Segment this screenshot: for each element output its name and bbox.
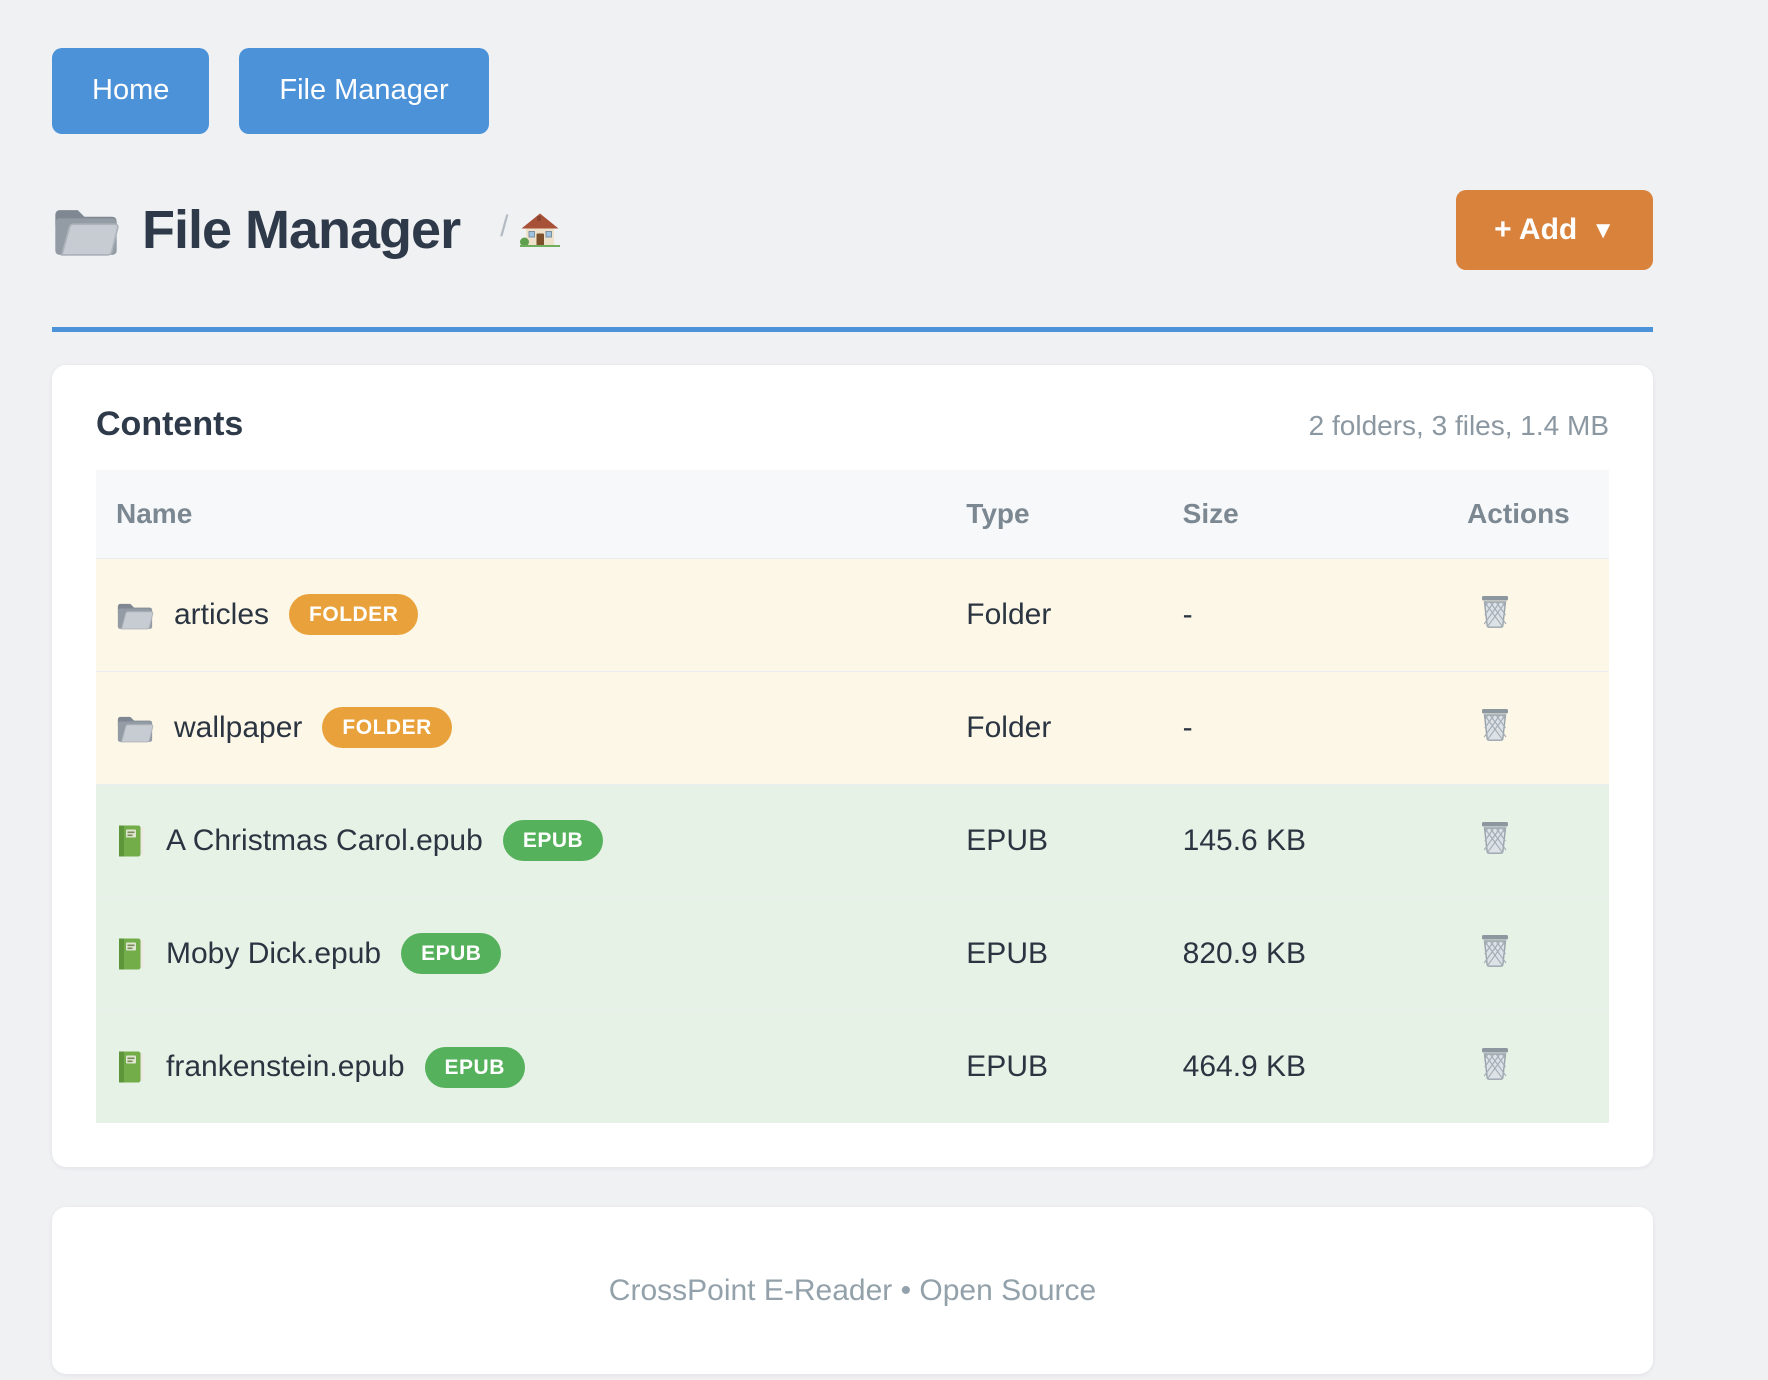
add-button-label: + Add <box>1494 212 1578 246</box>
chevron-down-icon: ▼ <box>1591 216 1615 244</box>
item-type-badge: EPUB <box>401 933 502 975</box>
item-name[interactable]: wallpaper <box>174 710 303 744</box>
breadcrumb-home-link[interactable] <box>520 212 561 248</box>
book-icon <box>116 1050 146 1084</box>
header-divider <box>52 326 1653 332</box>
item-size: 464.9 KB <box>1162 1009 1448 1124</box>
trash-icon <box>1479 932 1511 968</box>
item-size: 820.9 KB <box>1162 896 1448 1011</box>
folder-icon <box>116 712 154 744</box>
item-type-badge: FOLDER <box>322 707 452 749</box>
book-icon <box>116 824 146 858</box>
item-name[interactable]: articles <box>174 597 270 631</box>
item-type-badge: EPUB <box>424 1046 525 1088</box>
item-type: Folder <box>946 557 1163 672</box>
file-table-body: articles FOLDER Folder - wallpaper FOLDE… <box>96 557 1609 1124</box>
file-manager-button[interactable]: File Manager <box>239 48 489 134</box>
contents-summary: 2 folders, 3 files, 1.4 MB <box>1308 409 1609 441</box>
open-folder-icon <box>52 201 120 259</box>
contents-title: Contents <box>96 404 244 443</box>
table-row: frankenstein.epub EPUB EPUB 464.9 KB <box>96 1009 1609 1124</box>
item-size: - <box>1162 557 1448 672</box>
item-name[interactable]: Moby Dick.epub <box>166 936 382 970</box>
table-row: A Christmas Carol.epub EPUB EPUB 145.6 K… <box>96 783 1609 898</box>
book-icon <box>116 937 146 971</box>
delete-button[interactable] <box>1479 706 1511 742</box>
top-nav: Home File Manager <box>52 48 1653 134</box>
item-type-badge: FOLDER <box>289 594 419 636</box>
column-header-actions: Actions <box>1447 469 1609 559</box>
column-header-type: Type <box>946 469 1163 559</box>
page-title: File Manager <box>142 199 461 260</box>
column-header-name: Name <box>96 469 947 559</box>
table-header-row: Name Type Size Actions <box>96 469 1609 559</box>
page-header: File Manager / + Add ▼ <box>52 189 1653 270</box>
table-row: Moby Dick.epub EPUB EPUB 820.9 KB <box>96 896 1609 1011</box>
contents-card: Contents 2 folders, 3 files, 1.4 MB Name… <box>52 364 1653 1168</box>
table-row: wallpaper FOLDER Folder - <box>96 670 1609 785</box>
item-name[interactable]: frankenstein.epub <box>166 1050 405 1084</box>
item-size: 145.6 KB <box>1162 783 1448 898</box>
breadcrumb-separator: / <box>500 209 509 243</box>
trash-icon <box>1479 819 1511 855</box>
house-icon <box>520 212 561 248</box>
footer-text: CrossPoint E-Reader • Open Source <box>608 1273 1097 1307</box>
footer-card: CrossPoint E-Reader • Open Source <box>52 1207 1653 1375</box>
file-table: Name Type Size Actions articles FOLDER F… <box>96 469 1609 1124</box>
item-type: EPUB <box>946 1009 1163 1124</box>
trash-icon <box>1479 593 1511 629</box>
delete-button[interactable] <box>1479 932 1511 968</box>
item-size: - <box>1162 670 1448 785</box>
item-type-badge: EPUB <box>502 820 604 862</box>
item-type: Folder <box>946 670 1163 785</box>
breadcrumb: / <box>500 209 561 248</box>
trash-icon <box>1479 1045 1511 1081</box>
delete-button[interactable] <box>1479 593 1511 629</box>
home-button[interactable]: Home <box>52 48 210 134</box>
item-type: EPUB <box>946 783 1163 898</box>
delete-button[interactable] <box>1479 819 1511 855</box>
item-type: EPUB <box>946 896 1163 1011</box>
table-row: articles FOLDER Folder - <box>96 557 1609 672</box>
column-header-size: Size <box>1162 469 1448 559</box>
trash-icon <box>1479 706 1511 742</box>
add-button[interactable]: + Add ▼ <box>1456 189 1653 270</box>
folder-icon <box>116 599 154 631</box>
item-name[interactable]: A Christmas Carol.epub <box>166 823 483 857</box>
delete-button[interactable] <box>1479 1045 1511 1081</box>
